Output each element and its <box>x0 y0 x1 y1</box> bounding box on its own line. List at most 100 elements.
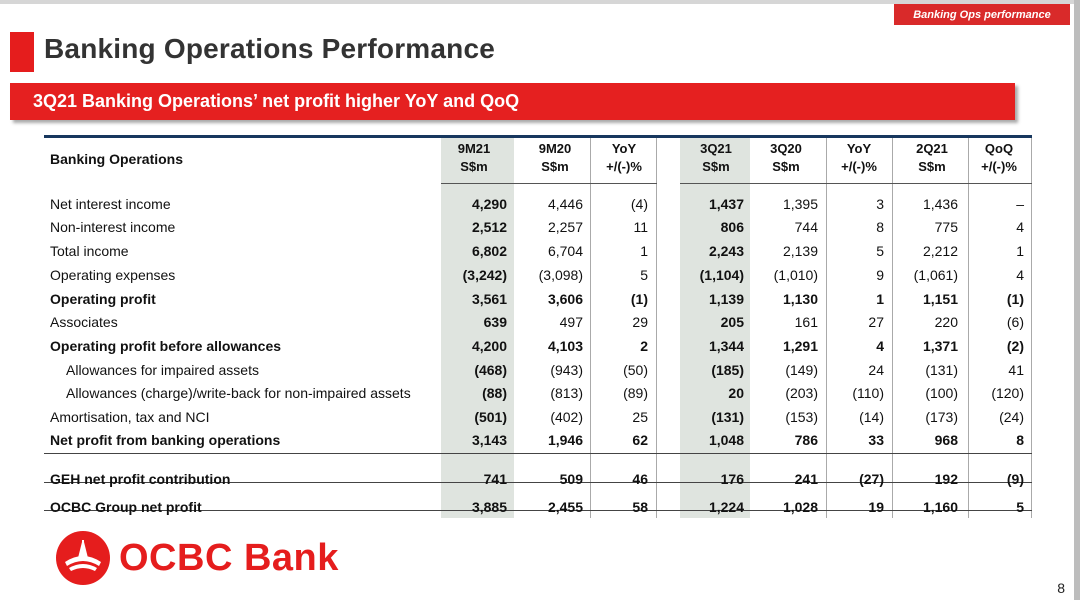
column-header-unit: +/(-)% <box>981 159 1017 174</box>
ocbc-logo-icon <box>56 531 110 585</box>
table-cell: 241 <box>794 471 818 487</box>
ocbc-logo-text: OCBC Bank <box>119 536 339 579</box>
table-cell: (6) <box>1006 314 1024 330</box>
table-cell: 1,344 <box>708 338 744 354</box>
table-cell: (100) <box>925 385 958 401</box>
table-row: Operating profit before allowances 4,200 4… <box>44 335 1032 358</box>
table-cell: 1,291 <box>782 338 818 354</box>
table-cell: (24) <box>999 409 1024 425</box>
column-header-unit: S$m <box>772 159 800 174</box>
column-header: 9M20 S$m <box>515 140 595 176</box>
table-cell: (1) <box>1006 291 1024 307</box>
table-row-header: Banking Operations <box>50 151 184 167</box>
table-cell: 639 <box>483 314 507 330</box>
table-cell: 8 <box>1016 432 1024 448</box>
column-header-period: 3Q20 <box>770 141 802 156</box>
table-cell: (131) <box>925 362 958 378</box>
table-cell: (3,242) <box>462 267 507 283</box>
table-cell: (14) <box>859 409 884 425</box>
yoy-col-frame-1 <box>590 138 657 518</box>
row-label: Operating profit before allowances <box>50 338 282 354</box>
column-header-period: 2Q21 <box>916 141 948 156</box>
table-row: OCBC Group net profit 3,885 2,455 58 1,224 1,… <box>44 496 1032 519</box>
table-cell: 1,151 <box>922 291 958 307</box>
table-row: Non-interest income 2,512 2,257 11 806 744 8 77… <box>44 216 1032 239</box>
table-cell: 4,290 <box>471 196 507 212</box>
table-cell: 2,139 <box>782 243 818 259</box>
table-cell: 192 <box>934 471 958 487</box>
table-cell: (27) <box>859 471 884 487</box>
table-cell: 3 <box>876 196 884 212</box>
table-cell: 5 <box>1016 499 1024 515</box>
row-label: Operating profit <box>50 291 156 307</box>
table-cell: 1,130 <box>782 291 818 307</box>
column-header-unit: +/(-)% <box>841 159 877 174</box>
table-cell: 3,885 <box>471 499 507 515</box>
table-cell: (131) <box>711 409 744 425</box>
table-cell: (402) <box>550 409 583 425</box>
table-cell: 4,103 <box>547 338 583 354</box>
table-cell: 24 <box>868 362 884 378</box>
table-cell: 3,561 <box>471 291 507 307</box>
right-edge <box>1074 0 1080 600</box>
table-cell: (1) <box>630 291 648 307</box>
table-cell: 161 <box>794 314 818 330</box>
table-cell: 509 <box>559 471 583 487</box>
table-cell: 2,512 <box>471 219 507 235</box>
table-cell: (1,061) <box>913 267 958 283</box>
column-header: 9M21 S$m <box>434 140 514 176</box>
table-cell: 4,200 <box>471 338 507 354</box>
table-cell: 1,437 <box>708 196 744 212</box>
row-label: GEH net profit contribution <box>50 471 231 487</box>
table-cell: 1,224 <box>708 499 744 515</box>
table-row: GEH net profit contribution 741 509 46 176 24… <box>44 468 1032 491</box>
row-label: Operating expenses <box>50 267 176 283</box>
table-cell: (110) <box>852 385 884 401</box>
table-cell: 1,395 <box>782 196 818 212</box>
table-cell: (501) <box>474 409 507 425</box>
table-cell: 1,946 <box>547 432 583 448</box>
table-row: Operating profit 3,561 3,606 (1) 1,139 1,130 1… <box>44 288 1032 311</box>
table-cell: 968 <box>934 432 958 448</box>
column-header-unit: S$m <box>918 159 946 174</box>
table-cell: 1,160 <box>922 499 958 515</box>
row-label: Associates <box>50 314 118 330</box>
table-cell: 1,139 <box>708 291 744 307</box>
page-number: 8 <box>1057 580 1065 596</box>
table-cell: (1,010) <box>773 267 818 283</box>
table-cell: 25 <box>632 409 648 425</box>
row-separator <box>44 510 1032 511</box>
table-cell: 29 <box>632 314 648 330</box>
shade-col-9m21 <box>441 138 514 518</box>
table-cell: 5 <box>876 243 884 259</box>
table-cell: 1,436 <box>922 196 958 212</box>
table-cell: 6,704 <box>547 243 583 259</box>
table-cell: 1,048 <box>708 432 744 448</box>
table-top-border <box>44 135 1032 138</box>
column-header: 2Q21 S$m <box>892 140 972 176</box>
table-cell: – <box>1016 196 1024 212</box>
table-cell: 497 <box>559 314 583 330</box>
subtitle-text: 3Q21 Banking Operations’ net profit high… <box>33 91 520 111</box>
ocbc-logo: OCBC Bank <box>55 530 339 586</box>
table-row: Allowances for impaired assets (468) (943)… <box>44 359 1032 382</box>
row-label: Net interest income <box>50 196 171 212</box>
table-cell: (9) <box>1006 471 1024 487</box>
table-cell: (3,098) <box>538 267 583 283</box>
table-cell: 205 <box>720 314 744 330</box>
table-cell: 6,802 <box>471 243 507 259</box>
table-row: Operating expenses (3,242) (3,098) 5 (1,104)… <box>44 264 1032 287</box>
table-cell: 741 <box>483 471 507 487</box>
table-cell: 46 <box>632 471 648 487</box>
table-row: Associates 639 497 29 205 161 27 220 (6) <box>44 311 1032 334</box>
table-cell: 9 <box>876 267 884 283</box>
table-cell: 2,212 <box>922 243 958 259</box>
table-row: Amortisation, tax and NCI (501) (402) 25 (13… <box>44 406 1032 429</box>
column-header-unit: S$m <box>702 159 730 174</box>
column-header: YoY +/(-)% <box>819 140 899 176</box>
table-cell: 11 <box>633 219 648 235</box>
row-label: Allowances (charge)/write-back for non-i… <box>66 385 411 401</box>
table-cell: (149) <box>785 362 818 378</box>
table-cell: 2,455 <box>547 499 583 515</box>
table-cell: (173) <box>925 409 958 425</box>
